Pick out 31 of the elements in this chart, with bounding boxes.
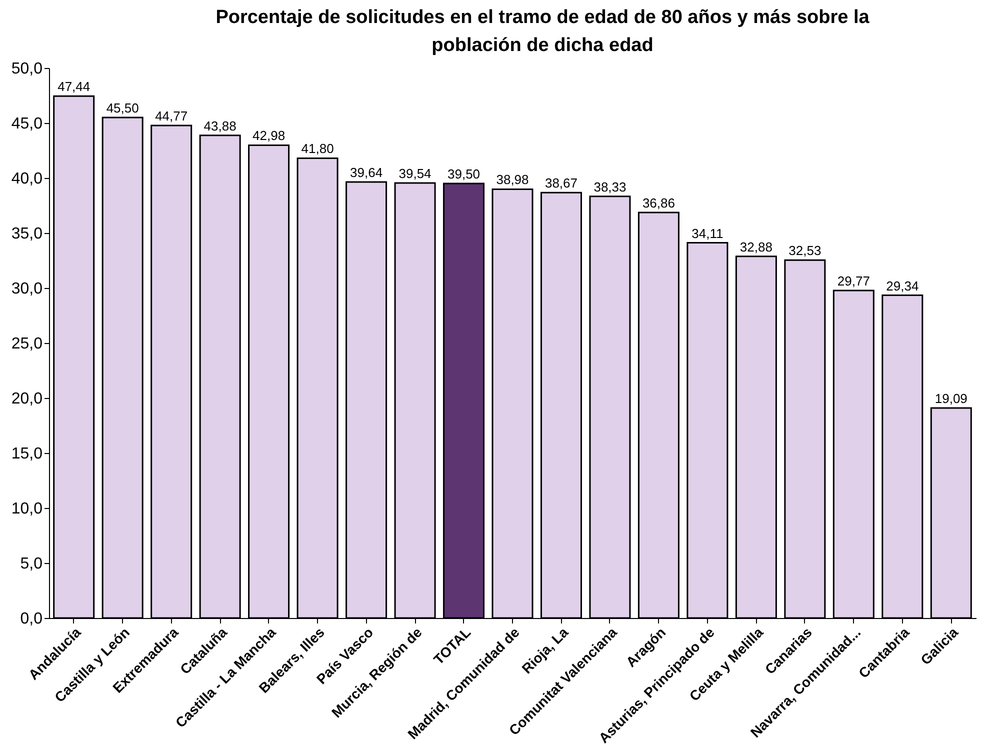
data-label: 45,50 xyxy=(106,100,139,116)
y-tick-label: 40,0 xyxy=(11,170,43,188)
data-label: 32,88 xyxy=(740,239,772,254)
y-tick-label: 10,0 xyxy=(11,500,43,518)
data-label: 39,64 xyxy=(350,164,383,180)
data-label: 36,86 xyxy=(642,196,675,211)
data-label: 38,98 xyxy=(496,172,529,188)
data-label: 41,80 xyxy=(301,141,334,156)
data-label: 32,53 xyxy=(788,243,822,258)
y-tick-label: 0,0 xyxy=(20,610,43,628)
y-tick-label: 50,0 xyxy=(11,60,43,78)
data-label: 39,50 xyxy=(447,166,480,182)
data-label: 38,67 xyxy=(544,176,578,191)
data-label: 34,11 xyxy=(692,226,724,241)
data-label: 44,77 xyxy=(155,108,188,124)
y-tick-label: 5,0 xyxy=(20,556,43,572)
data-label: 29,77 xyxy=(837,274,870,289)
data-label: 47,44 xyxy=(58,79,90,94)
data-label: 42,98 xyxy=(252,128,286,144)
data-label: 19,09 xyxy=(934,391,968,406)
y-tick-label: 25,0 xyxy=(11,336,43,352)
y-tick-label: 15,0 xyxy=(11,446,43,462)
y-tick-label: 30,0 xyxy=(11,280,43,298)
y-tick-label: 35,0 xyxy=(11,226,43,242)
y-tick-label: 45,0 xyxy=(11,116,43,132)
data-label: 29,34 xyxy=(886,278,919,294)
chart-title: Porcentaje de solicitudes en el tramo de edad de 80 años y más sobre la población de dicha edad xyxy=(216,7,870,56)
data-label: 39,54 xyxy=(398,166,432,182)
data-label: 43,88 xyxy=(204,118,236,134)
y-tick-label: 20,0 xyxy=(11,390,43,408)
data-label: 38,33 xyxy=(594,179,626,194)
